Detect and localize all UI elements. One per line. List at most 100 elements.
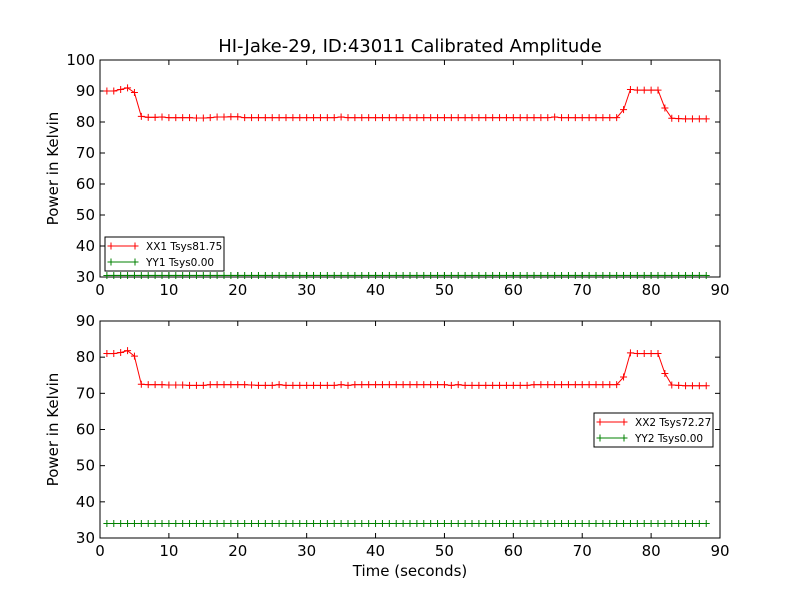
- data-point: [702, 382, 710, 390]
- data-point: [661, 369, 669, 377]
- data-point: [337, 271, 345, 279]
- data-point: [248, 114, 256, 122]
- data-point: [144, 381, 152, 389]
- data-point: [516, 271, 524, 279]
- data-point: [537, 381, 545, 389]
- data-point: [358, 381, 366, 389]
- data-point: [647, 86, 655, 94]
- data-point: [406, 381, 414, 389]
- data-point: [688, 271, 696, 279]
- data-point: [516, 114, 524, 122]
- x-tick-label: 90: [710, 542, 729, 560]
- data-point: [158, 113, 166, 121]
- data-point: [482, 271, 490, 279]
- data-point: [592, 114, 600, 122]
- data-point: [578, 114, 586, 122]
- data-point: [151, 520, 159, 528]
- legend-box: [104, 236, 225, 272]
- data-point: [502, 381, 510, 389]
- data-point: [613, 520, 621, 528]
- data-point: [592, 520, 600, 528]
- x-tick-label: 80: [642, 281, 661, 299]
- data-point: [626, 520, 634, 528]
- data-point: [406, 114, 414, 122]
- data-point: [551, 520, 559, 528]
- data-point: [702, 520, 710, 528]
- data-point: [117, 348, 125, 356]
- data-point: [695, 382, 703, 390]
- data-point: [668, 271, 676, 279]
- data-point: [220, 381, 228, 389]
- x-tick-label: 0: [95, 281, 105, 299]
- data-point: [613, 271, 621, 279]
- x-tick-label: 80: [642, 542, 661, 560]
- data-point: [296, 520, 304, 528]
- data-point: [502, 271, 510, 279]
- x-tick-label: 60: [504, 542, 523, 560]
- data-point: [172, 114, 180, 122]
- data-point: [206, 520, 214, 528]
- data-point: [144, 271, 152, 279]
- chart-title: HI-Jake-29, ID:43011 Calibrated Amplitud…: [218, 36, 602, 57]
- data-point: [475, 271, 483, 279]
- data-point: [179, 114, 187, 122]
- data-point: [385, 114, 393, 122]
- top-plot: 0 10 20 30 40 50 60 70 80 90 30 40 50 60 70 80 90 100 Powe…: [44, 51, 730, 299]
- data-point: [544, 271, 552, 279]
- data-point: [213, 113, 221, 121]
- data-point: [130, 89, 138, 97]
- data-point: [275, 520, 283, 528]
- series-green: [103, 271, 710, 279]
- data-point: [440, 381, 448, 389]
- data-point: [151, 381, 159, 389]
- data-point: [489, 520, 497, 528]
- data-point: [551, 113, 559, 121]
- data-point: [316, 114, 324, 122]
- legend-entry: XX1 Tsys81.75: [146, 241, 222, 253]
- data-point: [137, 380, 145, 388]
- data-point: [323, 114, 331, 122]
- data-point: [544, 520, 552, 528]
- data-point: [316, 381, 324, 389]
- data-point: [399, 271, 407, 279]
- data-point: [440, 114, 448, 122]
- data-point: [420, 381, 428, 389]
- data-point: [179, 271, 187, 279]
- legend-entry: YY1 Tsys0.00: [145, 257, 214, 269]
- data-point: [268, 271, 276, 279]
- y-tick-label: 40: [76, 237, 95, 255]
- data-point: [461, 114, 469, 122]
- data-point: [420, 520, 428, 528]
- x-tick-label: 0: [95, 542, 105, 560]
- data-point: [606, 271, 614, 279]
- y-tick-label: 40: [76, 493, 95, 511]
- y-tick-label: 60: [76, 175, 95, 193]
- data-point: [688, 115, 696, 123]
- data-point: [192, 114, 200, 122]
- data-point: [475, 381, 483, 389]
- data-point: [661, 104, 669, 112]
- data-point: [489, 114, 497, 122]
- data-point: [454, 271, 462, 279]
- data-point: [468, 271, 476, 279]
- data-point: [351, 381, 359, 389]
- data-point: [303, 114, 311, 122]
- data-point: [165, 381, 173, 389]
- data-point: [192, 381, 200, 389]
- data-point: [289, 114, 297, 122]
- data-point: [254, 381, 262, 389]
- data-point: [124, 347, 132, 355]
- data-point: [647, 271, 655, 279]
- legend-swatch-marker: [107, 258, 115, 266]
- data-point: [213, 520, 221, 528]
- data-point: [647, 350, 655, 358]
- x-tick-label: 50: [435, 281, 454, 299]
- y-tick-label: 70: [76, 384, 95, 402]
- data-point: [158, 271, 166, 279]
- data-point: [564, 520, 572, 528]
- data-point: [558, 520, 566, 528]
- data-point: [392, 520, 400, 528]
- data-point: [130, 352, 138, 360]
- data-point: [296, 114, 304, 122]
- data-point: [110, 520, 118, 528]
